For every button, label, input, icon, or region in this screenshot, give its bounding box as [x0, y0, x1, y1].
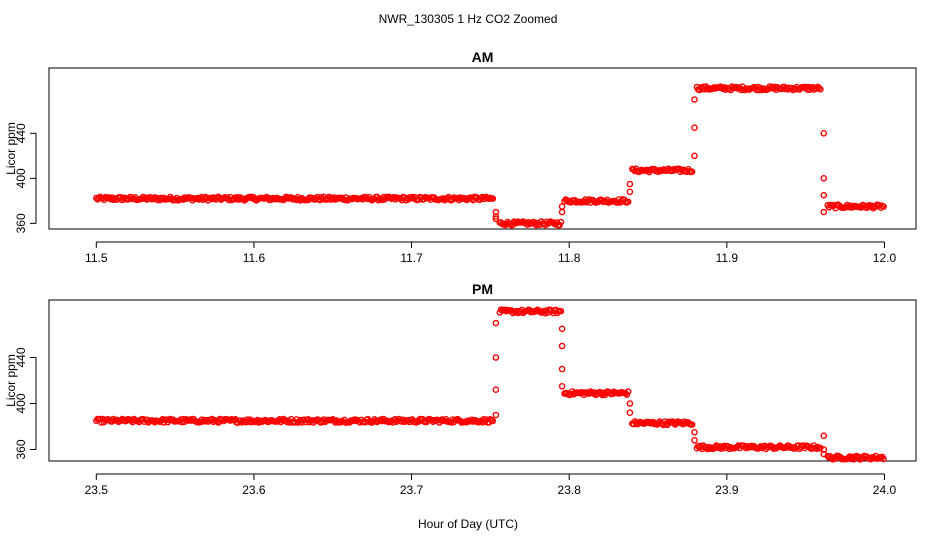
pm-y-tick-label: 400: [14, 393, 28, 413]
pm-x-tick-label: 23.9: [715, 483, 739, 497]
am-data-point: [109, 196, 117, 203]
pm-transition-point: [820, 432, 828, 440]
pm-x-tick-label: 23.6: [242, 483, 266, 497]
pm-x-tick-label: 23.8: [558, 483, 582, 497]
am-panel-title: AM: [472, 49, 494, 65]
am-y-tick-label: 440: [14, 123, 28, 143]
pm-x-tick-label: 23.7: [400, 483, 424, 497]
am-panel: AM 11.5 11.6 11.7 11.8 11.9 12.0 360 400 440Licor…: [4, 49, 917, 265]
pm-transition-point: [492, 319, 500, 327]
figure-x-axis-title: Hour of Day (UTC): [418, 517, 518, 531]
am-data-point: [489, 195, 497, 202]
am-y-tick-label: 360: [14, 213, 28, 233]
am-x-tick-label: 11.9: [716, 251, 739, 265]
pm-data-point: [624, 388, 632, 395]
am-transition-point: [820, 191, 828, 199]
pm-y-tick-label: 440: [14, 347, 28, 367]
am-data-points: [93, 83, 887, 229]
pm-transition-point: [492, 354, 500, 361]
pm-y-tick-label: 360: [14, 439, 28, 459]
am-x-tick-label: 11.5: [85, 251, 108, 265]
pm-panel-title: PM: [472, 281, 493, 297]
am-transition-point: [691, 96, 698, 103]
pm-transition-point: [492, 386, 500, 394]
pm-plot-frame: [48, 299, 917, 462]
am-transition-point: [492, 215, 500, 223]
pm-data-point: [770, 445, 777, 453]
pm-y-axis-title: Licor ppm: [4, 354, 18, 407]
pm-panel: PM 23.5 23.6 23.7 23.8 23.9 24.0 360 400 440Licor…: [4, 281, 917, 497]
am-data-point: [557, 218, 565, 226]
am-transition-point: [558, 203, 566, 210]
am-transition-point: [820, 174, 828, 182]
am-transition-point: [626, 180, 634, 188]
am-data-point: [815, 84, 823, 92]
am-x-tick-label: 11.7: [400, 251, 423, 265]
am-transition-point: [558, 208, 566, 216]
figure-title: NWR_130305 1 Hz CO2 Zoomed: [379, 12, 558, 26]
am-data-point: [624, 198, 632, 206]
am-transition-point: [492, 213, 500, 220]
pm-data-point: [623, 391, 631, 399]
pm-transition-point: [626, 409, 634, 417]
am-transition-point: [626, 188, 634, 196]
pm-x-tick-label: 24.0: [873, 483, 897, 497]
pm-data-point: [880, 455, 887, 463]
am-y-axis-title: Licor ppm: [4, 122, 18, 175]
am-x-tick-label: 12.0: [873, 251, 897, 265]
am-x-tick-label: 11.6: [243, 251, 266, 265]
am-data-point: [880, 203, 887, 210]
am-plot-frame: [48, 67, 917, 230]
am-transition-point: [691, 124, 698, 131]
pm-transition-point: [820, 450, 828, 458]
am-x-tick-label: 11.8: [558, 251, 581, 265]
am-y-tick-label: 400: [14, 168, 28, 188]
am-transition-point: [820, 208, 828, 216]
pm-x-tick-label: 23.5: [85, 483, 109, 497]
am-transition-point: [820, 129, 828, 137]
pm-data-point: [688, 421, 696, 428]
am-data-point: [688, 168, 696, 175]
pm-transition-point: [558, 365, 566, 373]
pm-transition-point: [492, 411, 500, 419]
pm-transition-point: [626, 400, 634, 407]
pm-data-point: [489, 417, 497, 425]
am-data-point: [732, 83, 740, 91]
pm-transition-point: [558, 342, 566, 350]
am-transition-point: [691, 152, 698, 160]
pm-transition-point: [691, 428, 698, 436]
pm-transition-point: [558, 382, 566, 390]
pm-data-point: [557, 307, 565, 315]
pm-data-point: [817, 444, 824, 452]
pm-transition-point: [558, 325, 566, 333]
am-data-point: [817, 86, 824, 93]
pm-data-points: [93, 306, 887, 463]
pm-transition-point: [691, 436, 698, 444]
